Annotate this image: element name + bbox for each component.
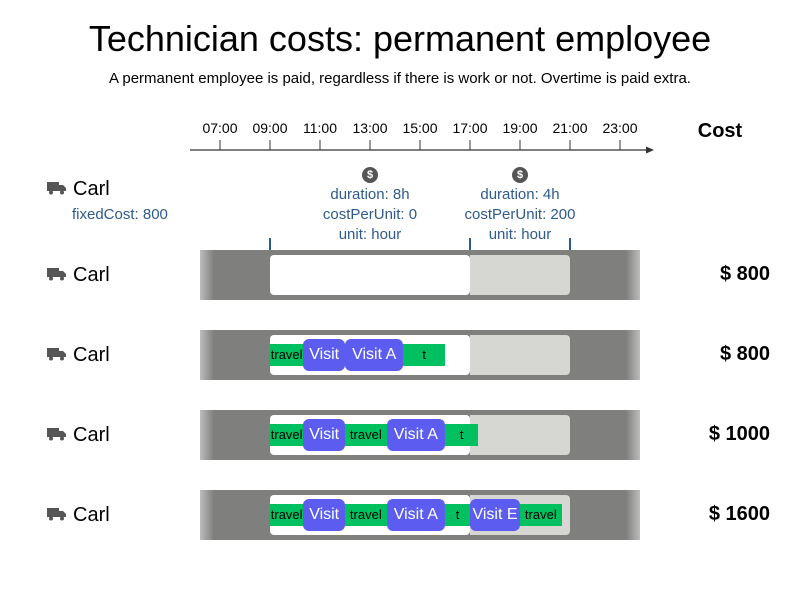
visit-block[interactable]: Visit C [303,499,345,555]
travel-block: travel [270,424,304,446]
tick-label: 11:00 [303,120,337,136]
visit-block[interactable]: Visit A [386,419,445,451]
visit-block[interactable]: Visit E [470,499,520,531]
row-cost: $ 800 [719,343,770,365]
period-duration: duration: 8h [330,186,410,203]
period-unit: unit: hour [488,226,552,243]
tick-label: 21:00 [552,120,588,136]
cost-header: Cost [697,120,743,142]
period-split-marker [469,238,471,250]
tick-label: 17:00 [452,120,488,136]
travel-block: t [445,424,479,446]
travel-block: travel [345,504,387,526]
travel-block: t [445,504,470,526]
overtime-period [470,415,570,455]
period-end-marker [569,238,571,250]
page-subtitle: A permanent employee is paid, regardless… [109,70,691,87]
tick-label: 07:00 [202,120,238,136]
travel-block: t [403,344,445,366]
period-cost-per-unit: costPerUnit: 0 [322,206,418,223]
row-cost: $ 800 [719,263,770,285]
row-cost: $ 1600 [708,503,770,525]
timeline-axis-line [190,140,654,154]
row-technician-name: Carl [73,504,110,526]
page-title: Technician costs: permanent employee [88,18,712,59]
tick-label: 19:00 [502,120,538,136]
tick-label: 09:00 [252,120,288,136]
dollar-icon: $ [512,167,528,183]
row-cost: $ 1000 [708,423,770,445]
visit-block[interactable]: Visit E [303,339,345,395]
truck-icon [47,267,67,286]
dollar-icon: $ [362,167,378,183]
tick-label: 23:00 [602,120,638,136]
overtime-period [470,335,570,375]
period-unit: unit: hour [338,226,402,243]
row-technician-name: Carl [73,344,110,366]
period-duration: duration: 4h [480,186,560,203]
period-cost-per-unit: costPerUnit: 200 [464,206,576,223]
period-overtime: duration: 4h costPerUnit: 200 unit: hour [440,185,600,245]
truck-icon [47,347,67,366]
tick-label: 13:00 [352,120,388,136]
travel-block: travel [270,344,304,366]
visit-block[interactable]: Visit A [386,499,445,531]
visit-block[interactable]: Visit C [303,419,345,475]
technician-name: Carl [73,178,110,200]
travel-block: travel [520,504,562,526]
row-technician-name: Carl [73,264,110,286]
overtime-period [470,255,570,295]
row-technician-name: Carl [73,424,110,446]
truck-icon [47,181,67,200]
fixed-cost-label: fixedCost: 800 [72,206,168,223]
truck-icon [47,427,67,446]
period-start-marker [269,238,271,250]
period-regular: duration: 8h costPerUnit: 0 unit: hour [290,185,450,245]
regular-period [270,255,470,295]
travel-block: travel [270,504,304,526]
truck-icon [47,507,67,526]
tick-label: 15:00 [402,120,438,136]
travel-block: travel [345,424,387,446]
visit-block[interactable]: Visit A [345,339,404,371]
